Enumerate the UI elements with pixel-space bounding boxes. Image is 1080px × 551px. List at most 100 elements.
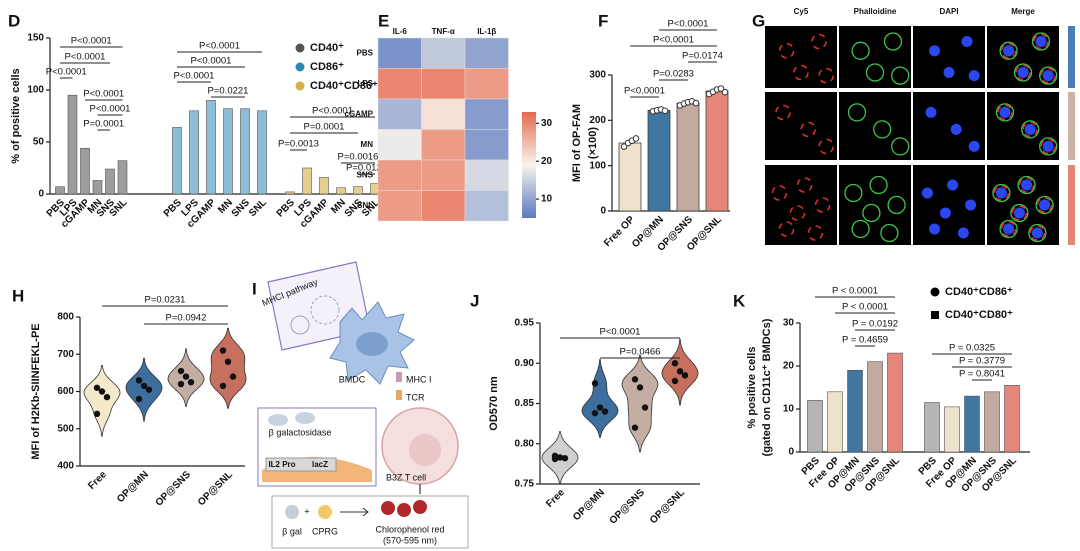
heatmap-cell — [377, 129, 422, 161]
violin — [581, 358, 619, 438]
p-value: P < 0.0001 — [842, 302, 888, 313]
p-value: P=0.0221 — [208, 86, 249, 97]
bar — [847, 369, 863, 453]
y-axis-label: % of positive cells — [10, 68, 22, 163]
y-tick-label: 400 — [57, 461, 74, 472]
bar — [924, 402, 940, 453]
p-value: P = 0.3779 — [959, 356, 1005, 367]
actin-signal — [883, 32, 903, 51]
y-tick-label: 0 — [38, 189, 44, 200]
actin-signal — [999, 41, 1018, 60]
p-value: P=0.0013 — [278, 139, 319, 150]
row-label: SNL — [357, 201, 373, 210]
bar — [647, 109, 671, 212]
data-point — [596, 404, 604, 411]
p-value: P < 0.0001 — [832, 286, 878, 297]
y-tick-label: 600 — [57, 386, 74, 397]
row-label: LPS — [357, 79, 373, 88]
nucleus-signal — [1031, 227, 1043, 239]
column-label: TNF-α — [432, 27, 455, 36]
p-value: P=0.0001 — [304, 122, 345, 133]
heatmap-cell — [421, 37, 466, 69]
plus: + — [304, 506, 309, 516]
bar — [887, 352, 903, 453]
legend-marker — [295, 62, 305, 72]
cy5-signal — [818, 138, 834, 155]
promoter-label: IL2 Pro — [268, 460, 295, 469]
actin-signal — [851, 41, 870, 60]
p-value: P=0.0231 — [145, 295, 186, 306]
p-value: P<0.0001 — [90, 104, 131, 115]
violin — [621, 354, 659, 453]
nucleus-signal — [950, 123, 962, 135]
actin-signal — [1039, 66, 1058, 85]
t-cell-label: B3Z T cell — [386, 472, 426, 482]
data-point — [632, 135, 640, 142]
p-value: P<0.0001 — [653, 35, 694, 46]
actin-signal — [1028, 223, 1047, 243]
micrograph — [765, 26, 837, 88]
y-tick-label: 100 — [589, 160, 606, 171]
panel-label: F — [598, 11, 608, 30]
violin — [125, 357, 163, 422]
bar — [336, 187, 346, 195]
y-tick-label: 0 — [600, 206, 606, 217]
data-point — [681, 372, 689, 379]
p-value: P<0.0001 — [174, 71, 215, 82]
cy5-signal — [1015, 64, 1031, 81]
product-icon — [413, 500, 427, 514]
p-value: P=0.0174 — [682, 51, 723, 62]
wavelength-label: (570-595 nm) — [383, 535, 437, 545]
actin-signal — [865, 63, 885, 82]
y-tick-label: 0 — [788, 447, 794, 458]
y-axis-label: (×100) — [587, 127, 599, 159]
cy5-signal — [771, 185, 788, 201]
p-value: P<0.0001 — [199, 41, 240, 52]
actin-signal — [887, 195, 906, 215]
substrate-icon — [285, 505, 299, 519]
y-axis-label: % positive cells — [746, 347, 758, 429]
bar — [92, 180, 103, 195]
actin-signal — [1017, 175, 1036, 195]
cy5-signal — [811, 33, 827, 50]
legend-marker — [930, 287, 940, 297]
cy5-signal — [778, 43, 795, 59]
bar — [206, 100, 216, 195]
y-axis-label: MFI of OP-FAM — [571, 104, 583, 182]
nucleus-signal — [1035, 36, 1047, 47]
data-point — [219, 347, 227, 354]
bar — [240, 108, 250, 195]
heatmap-cell — [421, 190, 466, 222]
y-axis-label: (gated on CD11c⁺ BMDCs) — [761, 318, 773, 456]
data-point — [177, 380, 185, 388]
y-axis-label: OD570 nm — [488, 376, 500, 431]
p-value: P = 0.0192 — [852, 319, 898, 330]
p-value: P = 0.8041 — [959, 369, 1005, 380]
legend-marker — [931, 311, 939, 319]
bar — [189, 110, 199, 195]
panel-label: H — [12, 286, 24, 305]
enzyme-label: β galactosidase — [269, 427, 332, 437]
legend-label: CD86⁺ — [310, 61, 344, 73]
heatmap-cell — [377, 37, 422, 69]
panel-label: G — [752, 11, 765, 30]
bar — [302, 167, 312, 195]
data-point — [692, 99, 700, 107]
product-icon — [381, 501, 395, 515]
tcr-label: TCR — [406, 392, 425, 402]
nucleus-signal — [1003, 45, 1015, 57]
column-header: Cy5 — [794, 7, 809, 16]
cy5-signal — [818, 67, 834, 84]
y-tick-label: 30 — [783, 318, 795, 329]
legend-marker — [295, 81, 305, 91]
panel-label: D — [8, 11, 20, 30]
nucleus-signal — [929, 223, 941, 235]
row-label: PBS — [357, 48, 374, 57]
row-color-bar — [1068, 26, 1075, 88]
cy5-signal — [800, 121, 816, 138]
nucleus-signal — [957, 227, 969, 239]
micrograph — [765, 92, 837, 160]
colorbar-tick-label: 20 — [541, 156, 553, 167]
heatmap-cell — [377, 68, 422, 100]
